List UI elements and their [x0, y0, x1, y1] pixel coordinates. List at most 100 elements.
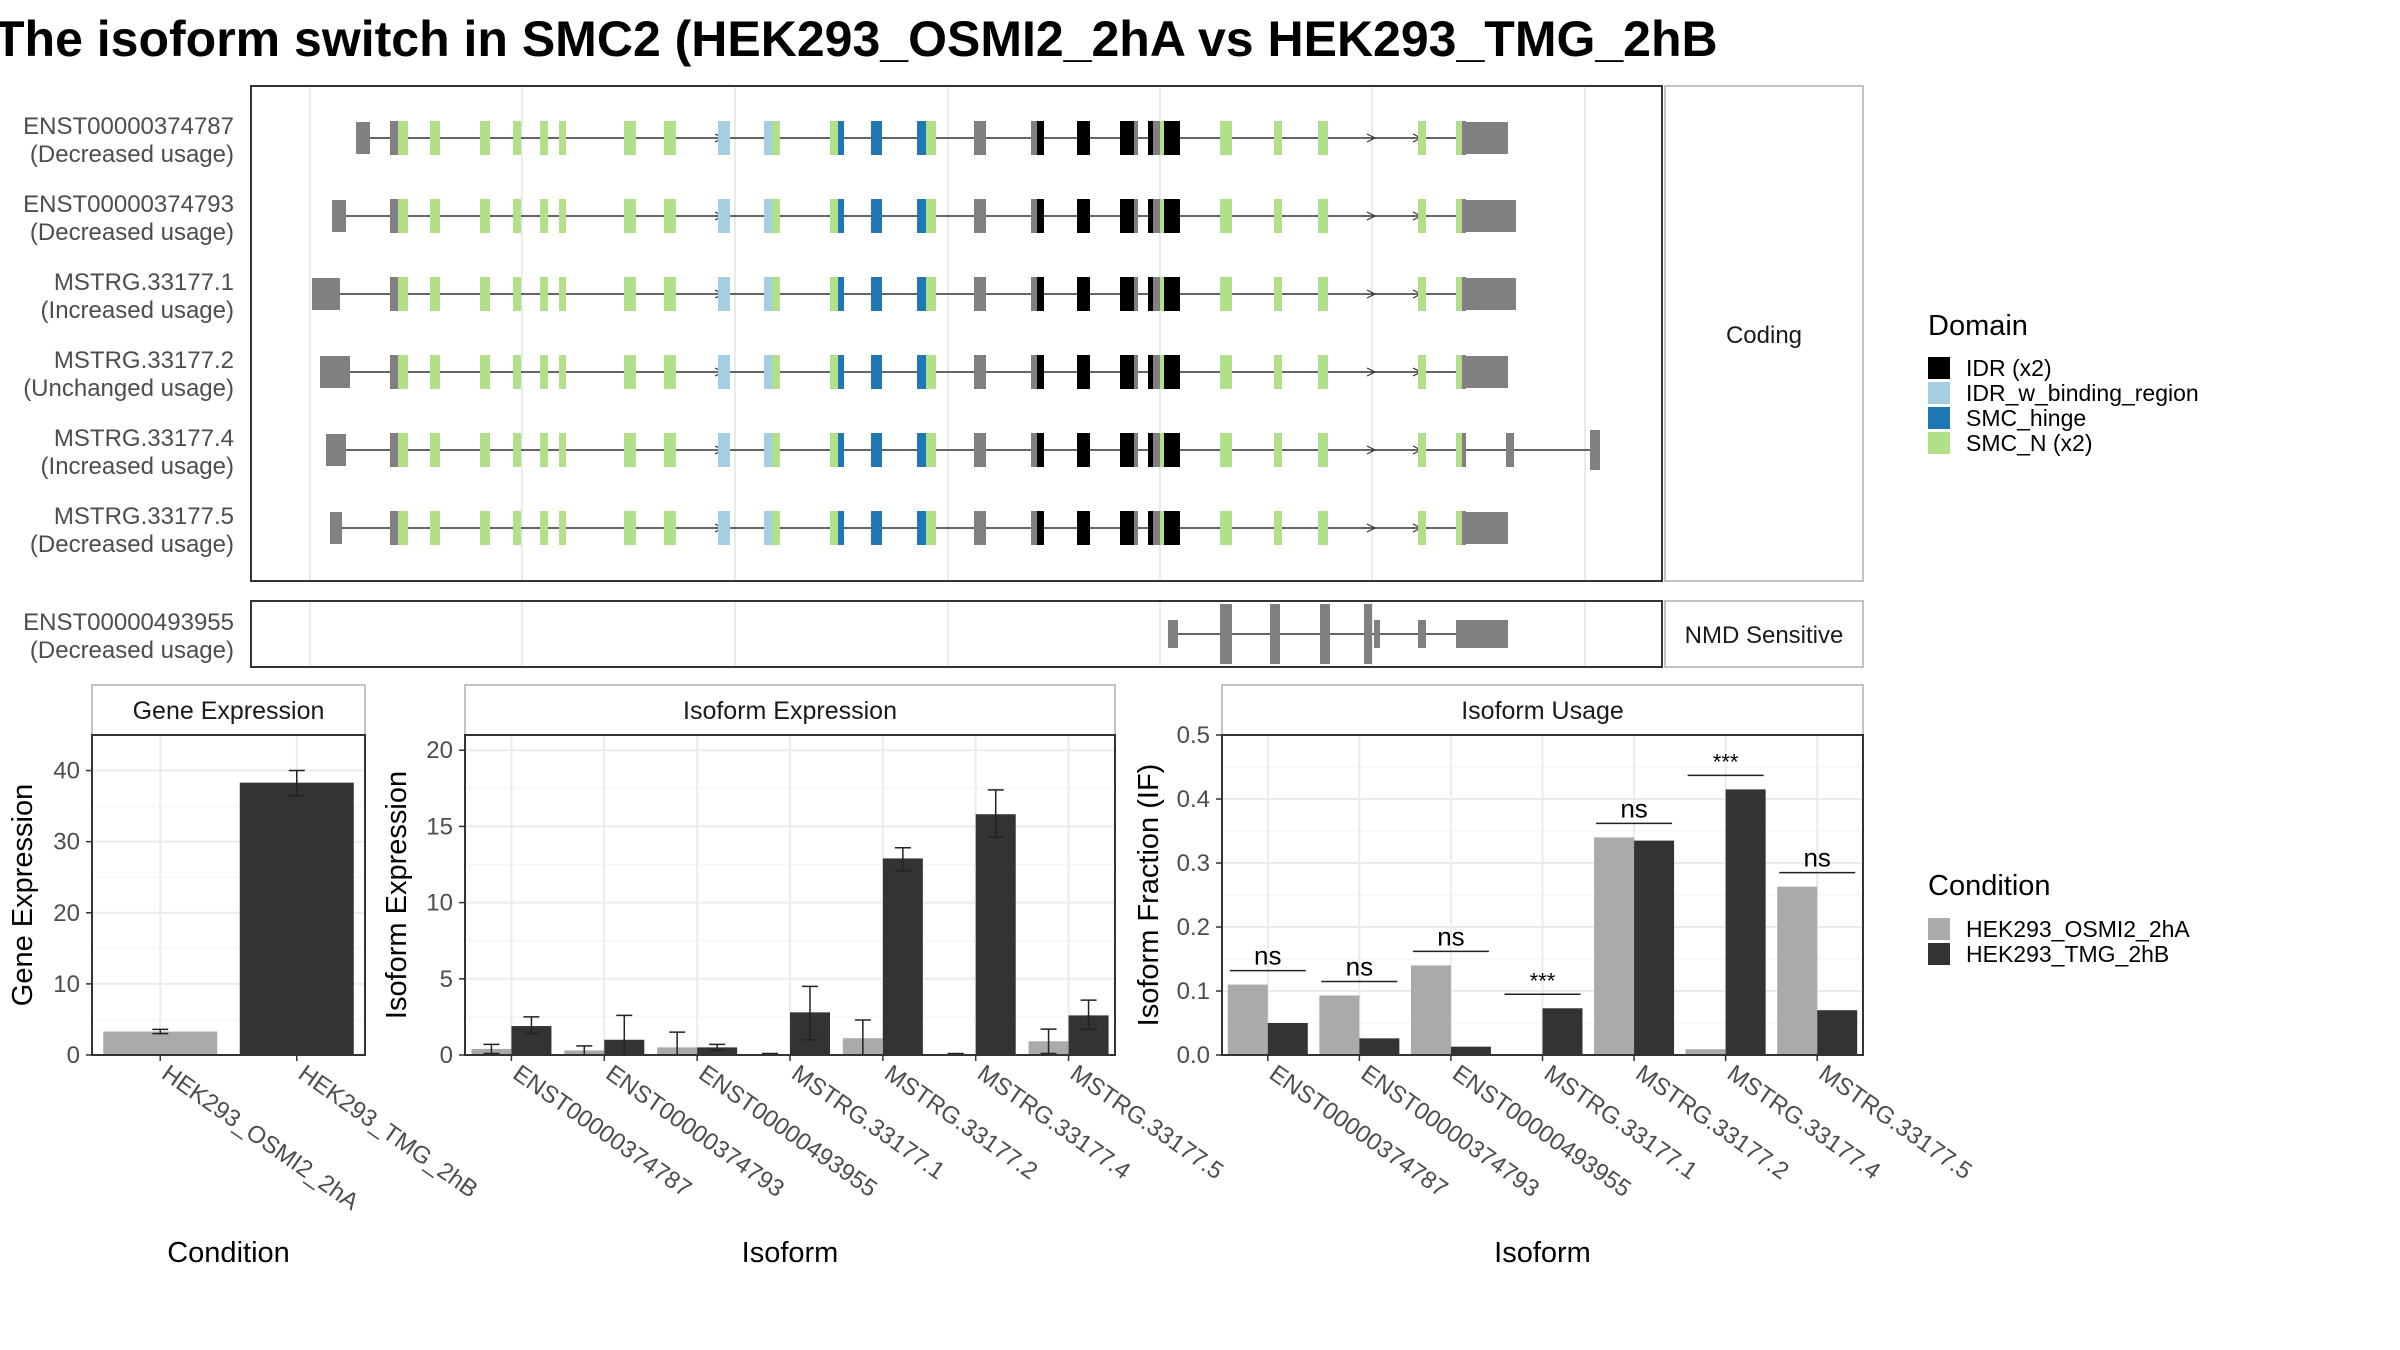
error-bar	[288, 769, 305, 797]
domain-exon-smc_n	[624, 277, 636, 311]
domain-exon-smc_n	[1456, 121, 1462, 155]
domain-exon-smc_n	[398, 199, 408, 233]
domain-exon-smc_hinge	[838, 277, 844, 311]
data-bar	[1227, 984, 1268, 1055]
condition-legend-swatch	[1928, 943, 1950, 965]
domain-exon-idr_w_binding_region	[718, 511, 730, 545]
domain-exon-idr	[1037, 199, 1044, 233]
domain-exon-smc_n	[513, 199, 521, 233]
domain-exon-smc_n	[480, 511, 490, 545]
domain-exon-idr	[1077, 199, 1090, 233]
domain-exon-smc_n	[513, 433, 521, 467]
domain-exon-idr	[1077, 433, 1090, 467]
domain-exon-idr_w_binding_region	[764, 199, 772, 233]
domain-legend-swatch	[1928, 432, 1950, 454]
data-bar	[239, 782, 354, 1055]
domain-exon-smc_n	[1160, 199, 1164, 233]
x-tick-label: MSTRG.33177.1	[787, 1060, 950, 1185]
domain-exon-smc_n	[559, 511, 566, 545]
utr-exon	[356, 122, 370, 154]
domain-exon-smc_n	[559, 199, 566, 233]
y-tick-label: 30	[53, 829, 80, 856]
condition-legend-swatch	[1928, 918, 1950, 940]
domain-exon-idr	[1164, 277, 1180, 311]
domain-exon-smc_n	[540, 199, 548, 233]
domain-exon-idr	[1037, 121, 1044, 155]
domain-exon-smc_n	[1274, 199, 1282, 233]
domain-exon-smc_n	[664, 277, 676, 311]
x-axis-title: Isoform	[1494, 1237, 1591, 1269]
error-bar	[152, 1028, 169, 1035]
domain-exon-smc_n	[772, 199, 780, 233]
significance-label: ns	[1803, 843, 1830, 873]
chart-title: Gene Expression	[133, 697, 325, 725]
exon	[390, 433, 398, 467]
domain-exon-smc_n	[430, 121, 440, 155]
y-tick-label: 10	[426, 890, 453, 917]
domain-exon-smc_hinge	[838, 511, 844, 545]
domain-legend: Domain IDR (x2)IDR_w_binding_regionSMC_h…	[1928, 310, 2199, 456]
exon	[1466, 620, 1508, 648]
y-tick-label: 20	[426, 737, 453, 764]
condition-legend-label: HEK293_TMG_2hB	[1966, 941, 2169, 967]
domain-exon-idr_w_binding_region	[764, 121, 772, 155]
domain-exon-smc_n	[1160, 277, 1164, 311]
domain-exon-idr	[1037, 277, 1044, 311]
data-bar	[1777, 886, 1818, 1055]
domain-exon-smc_n	[1160, 121, 1164, 155]
exon	[1456, 620, 1466, 648]
exon	[974, 277, 986, 311]
significance-label: ns	[1437, 921, 1464, 951]
figure-title: The isoform switch in SMC2 (HEK293_OSMI2…	[0, 11, 1718, 67]
domain-exon-smc_n	[1418, 199, 1426, 233]
y-tick-label: 20	[53, 900, 80, 927]
nmd-strip	[1664, 600, 1864, 668]
domain-legend-swatch	[1928, 382, 1950, 404]
domain-exon-smc_n	[1456, 199, 1462, 233]
domain-exon-idr_w_binding_region	[764, 277, 772, 311]
y-tick-label: 0	[67, 1042, 80, 1069]
exon	[974, 511, 986, 545]
chart-title: Isoform Expression	[683, 697, 897, 725]
domain-exon-smc_n	[1160, 355, 1164, 389]
exon	[390, 511, 398, 545]
isoform-usage-label: (Decreased usage)	[30, 219, 234, 246]
direction-arrow	[1366, 211, 1377, 221]
domain-exon-smc_n	[1456, 511, 1462, 545]
y-tick-label: 15	[426, 813, 453, 840]
domain-exon-smc_n	[926, 199, 936, 233]
domain-exon-smc_n	[513, 121, 521, 155]
domain-exon-idr_w_binding_region	[718, 433, 730, 467]
domain-exon-smc_n	[1274, 433, 1282, 467]
domain-exon-idr	[1120, 277, 1134, 311]
domain-exon-idr	[1148, 277, 1153, 311]
domain-exon-smc_n	[559, 121, 566, 155]
domain-exon-smc_hinge	[838, 199, 844, 233]
domain-exon-idr	[1120, 355, 1134, 389]
exon	[390, 199, 398, 233]
domain-exon-smc_n	[624, 199, 636, 233]
exon	[1134, 433, 1138, 467]
domain-exon-smc_n	[480, 199, 490, 233]
exon	[390, 355, 398, 389]
domain-exon-smc_hinge	[871, 277, 882, 311]
exon	[1462, 199, 1466, 233]
y-tick-label: 0.2	[1177, 914, 1210, 941]
domain-exon-smc_n	[398, 511, 408, 545]
chart-title: Isoform Usage	[1461, 697, 1624, 725]
domain-exon-idr_w_binding_region	[764, 355, 772, 389]
exon	[974, 121, 986, 155]
domain-exon-smc_hinge	[917, 355, 926, 389]
exon	[1153, 511, 1160, 545]
domain-exon-smc_n	[430, 355, 440, 389]
data-bar	[1359, 1038, 1400, 1055]
isoform-id-label: ENST00000374787	[23, 113, 234, 140]
domain-exon-smc_hinge	[838, 355, 844, 389]
isoform-usage-chart: Isoform Usage 0.0 0.1 0.2 0.3 0.4 0.5 ns ns ns ***…	[1133, 684, 1977, 1269]
data-bar	[1319, 995, 1360, 1055]
domain-exon-smc_n	[1318, 199, 1328, 233]
domain-exon-smc_n	[398, 121, 408, 155]
domain-exon-smc_n	[1274, 277, 1282, 311]
